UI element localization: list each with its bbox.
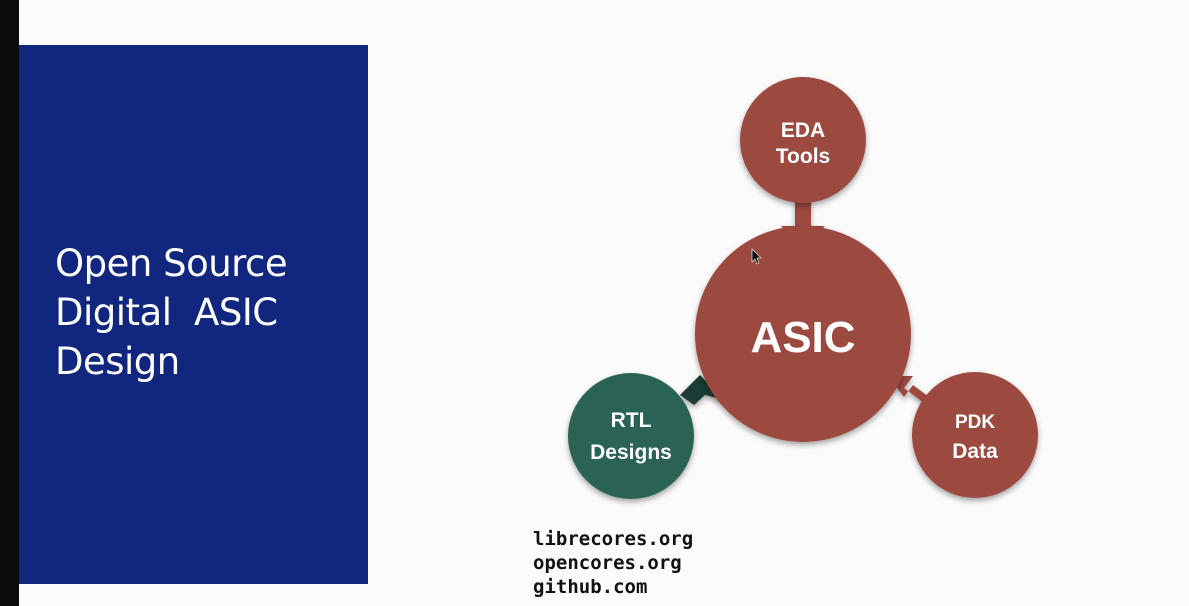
slide-title: Open Source Digital ASIC Design — [55, 239, 288, 386]
resource-link: librecores.org — [533, 528, 694, 550]
rtl-designs-label-line2: Designs — [590, 441, 672, 464]
resource-link: github.com — [533, 576, 648, 598]
pdk-data-circle — [912, 372, 1038, 498]
rtl-designs-circle — [568, 373, 694, 499]
pdk-data-label-line1: PDK — [955, 412, 995, 433]
eda-tools-label-line1: EDA — [781, 119, 825, 142]
resource-links: librecores.org opencores.org github.com — [533, 527, 693, 599]
pdk-data-label-line2: Data — [952, 440, 998, 463]
rtl-designs-label-line1: RTL — [611, 409, 652, 432]
title-panel: Open Source Digital ASIC Design — [19, 45, 368, 584]
eda-tools-label-line2: Tools — [776, 145, 830, 168]
asic-label: ASIC — [750, 313, 855, 362]
slide-title-line: Design — [55, 340, 180, 383]
asic-circle — [695, 226, 911, 442]
slide-title-line: Open Source — [55, 242, 288, 285]
slide-title-line: Digital ASIC — [55, 291, 278, 334]
left-edge-strip — [0, 0, 19, 606]
eda-tools-circle — [740, 77, 866, 203]
mouse-cursor-icon — [751, 248, 762, 265]
resource-link: opencores.org — [533, 552, 682, 574]
